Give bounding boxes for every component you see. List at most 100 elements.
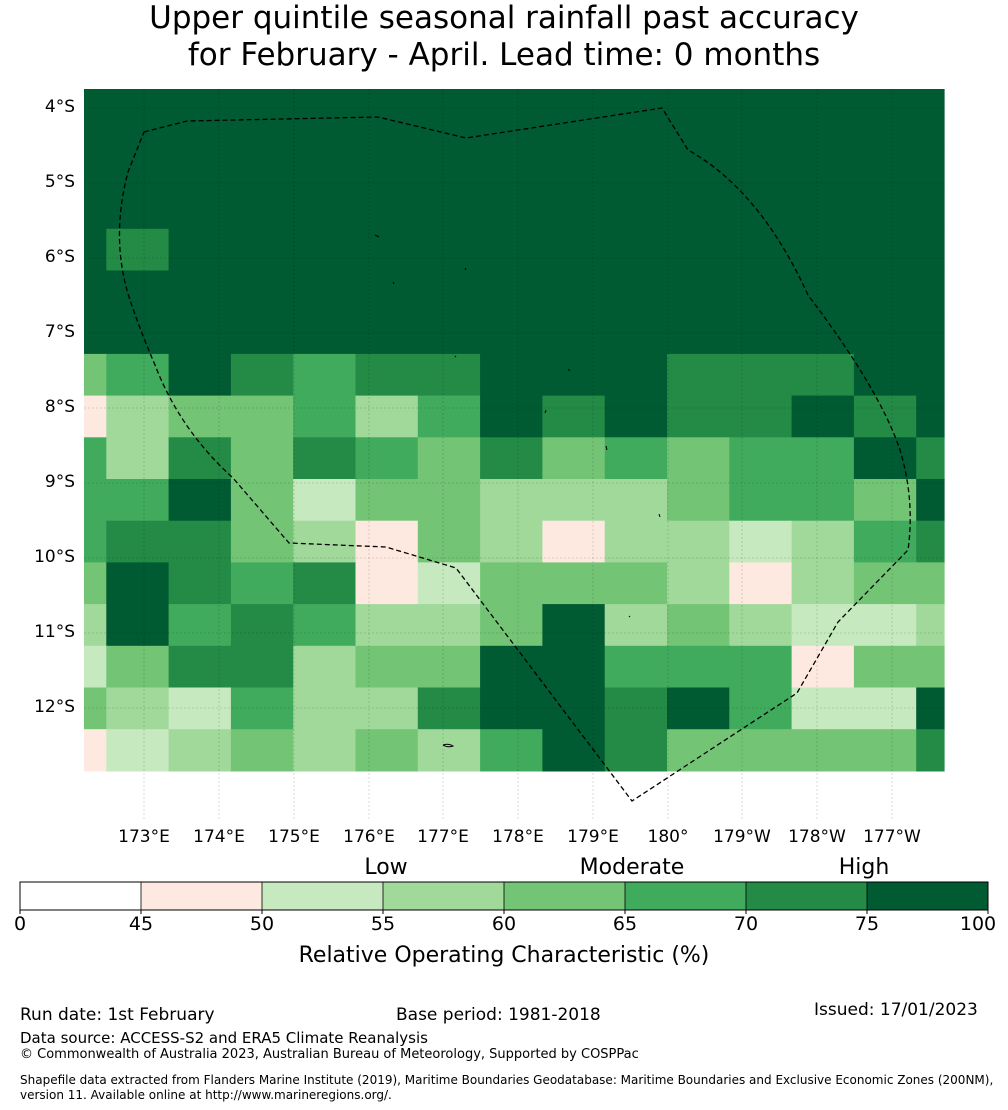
map-cell xyxy=(667,312,730,355)
colorbar-tick-label: 65 xyxy=(612,913,638,935)
map-cell xyxy=(417,145,481,188)
map-cell xyxy=(168,562,232,605)
colorbar-tick-label: 55 xyxy=(370,913,396,935)
map-cell xyxy=(853,645,917,689)
island xyxy=(544,409,547,414)
map-cell xyxy=(480,437,543,480)
map-cell xyxy=(417,687,481,730)
map-cell xyxy=(417,479,481,522)
map-cell xyxy=(417,604,481,647)
map-cell xyxy=(729,729,793,772)
map-cell xyxy=(729,270,793,313)
map-cell xyxy=(355,604,419,647)
map-cell xyxy=(84,520,107,563)
island xyxy=(605,445,608,451)
map-cell xyxy=(542,353,606,397)
map-cell xyxy=(168,479,232,522)
map-cell xyxy=(230,520,294,563)
map-cell xyxy=(604,479,668,522)
map-cell xyxy=(542,437,606,480)
map-cell xyxy=(168,103,232,146)
map-cell xyxy=(667,562,730,605)
map-cell xyxy=(916,395,945,438)
map-cell xyxy=(106,604,170,647)
map-cell xyxy=(480,645,543,689)
map-cell xyxy=(729,604,793,647)
map-cell xyxy=(230,437,294,480)
map-cell xyxy=(84,687,107,730)
map-cell xyxy=(916,89,945,105)
map-cell xyxy=(791,395,855,438)
map-cell xyxy=(667,228,730,272)
longitude-label: 173°E xyxy=(118,827,170,847)
map-cell xyxy=(480,228,543,272)
map-cell xyxy=(916,353,945,397)
map-cell xyxy=(106,103,170,146)
latitude-label: 9°S xyxy=(44,472,75,492)
map-cell xyxy=(604,645,668,689)
map-cell xyxy=(729,89,793,105)
map-cell xyxy=(604,437,668,480)
map-cell xyxy=(293,729,357,772)
map-cell xyxy=(542,562,606,605)
map-cell xyxy=(729,187,793,230)
colorbar-segment xyxy=(262,882,383,910)
colorbar-tick-label: 70 xyxy=(733,913,759,935)
map-cell xyxy=(168,145,232,188)
map-cell xyxy=(355,520,419,563)
map-cell xyxy=(293,604,357,647)
issued-date: Issued: 17/01/2023 xyxy=(814,1000,978,1020)
base-period: Base period: 1981-2018 xyxy=(396,1005,601,1025)
map-cell xyxy=(230,353,294,397)
map-cell xyxy=(729,312,793,355)
map-cell xyxy=(604,520,668,563)
map-cell xyxy=(729,645,793,689)
map-cell xyxy=(84,270,107,313)
map-cell xyxy=(168,395,232,438)
colorbar-tick-label: 60 xyxy=(491,913,517,935)
map-cell xyxy=(84,479,107,522)
map-cell xyxy=(293,687,357,730)
colorbar-segment xyxy=(383,882,504,910)
map-cell xyxy=(916,312,945,355)
map-cell xyxy=(729,437,793,480)
colorbar-tick-label: 100 xyxy=(959,913,997,935)
map-cell xyxy=(355,228,419,272)
map-cell xyxy=(542,729,606,772)
map-cell xyxy=(729,103,793,146)
map-cell xyxy=(853,687,917,730)
island xyxy=(442,743,455,748)
map-cell xyxy=(853,395,917,438)
colorbar-segment xyxy=(20,882,141,910)
map-cell xyxy=(853,89,917,105)
category-moderate: Moderate xyxy=(579,855,685,880)
map-cell xyxy=(480,89,543,105)
islands xyxy=(374,234,661,748)
colorbar-tick-label: 50 xyxy=(249,913,275,935)
longitude-label: 179°E xyxy=(567,827,619,847)
map-cell xyxy=(293,645,357,689)
map-cell xyxy=(791,520,855,563)
map-cell xyxy=(168,228,232,272)
colorbar-tick-label: 45 xyxy=(128,913,154,935)
map-cell xyxy=(791,228,855,272)
map-cell xyxy=(230,187,294,230)
map-cell xyxy=(791,270,855,313)
map-cell xyxy=(417,645,481,689)
map-cell xyxy=(729,520,793,563)
map-cell xyxy=(293,479,357,522)
map-cell xyxy=(791,312,855,355)
longitude-label: 175°E xyxy=(268,827,320,847)
map-cell xyxy=(168,312,232,355)
map-cell xyxy=(729,228,793,272)
category-high: High xyxy=(838,855,890,880)
map-cell xyxy=(480,353,543,397)
colorbar xyxy=(19,881,989,914)
map-cell xyxy=(667,187,730,230)
map-cell xyxy=(729,145,793,188)
map-cell xyxy=(604,687,668,730)
map-cell xyxy=(106,228,170,272)
map-cell xyxy=(293,353,357,397)
map-cell xyxy=(168,187,232,230)
map-cell xyxy=(791,145,855,188)
